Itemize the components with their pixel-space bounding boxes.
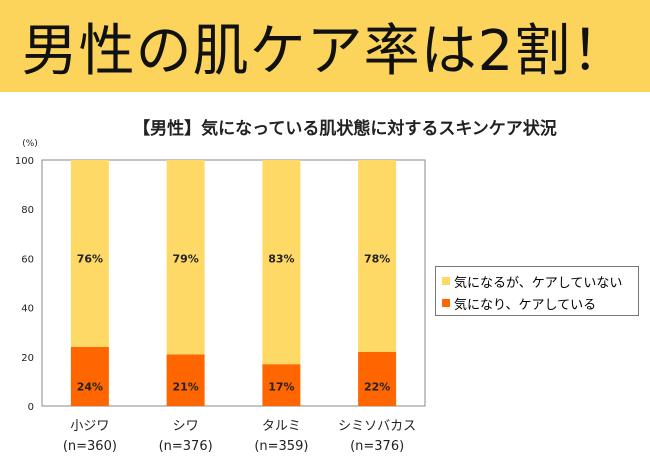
y-tick-label: 40 [21, 304, 34, 315]
legend-label: 気になり、ケアしている [454, 297, 597, 313]
y-tick-label: 60 [21, 254, 34, 265]
y-tick-label: 80 [21, 205, 34, 216]
y-tick-label: 0 [28, 402, 34, 413]
bar-segment [70, 346, 109, 406]
data-label: 83% [268, 252, 294, 265]
legend-label: 気になるが、ケアしていない [454, 275, 623, 291]
x-tick-sample-size: (n=376) [159, 439, 213, 454]
bar-segment [166, 354, 205, 406]
bar-segment [262, 364, 301, 406]
legend-swatch [442, 277, 450, 285]
legend-item: 気になるが、ケアしていない [442, 270, 632, 292]
bar-segment [70, 160, 109, 347]
y-tick-label: 20 [21, 353, 34, 364]
data-label: 24% [77, 380, 103, 393]
data-label: 17% [268, 380, 294, 393]
data-label: 22% [364, 380, 390, 393]
x-tick-sample-size: (n=359) [254, 439, 308, 454]
x-tick-label: シワ [173, 419, 199, 434]
x-tick-sample-size: (n=360) [63, 439, 117, 454]
y-axis-unit: (%) [22, 139, 38, 149]
x-tick-label: シミソバカス [338, 419, 416, 434]
chart-title: 【男性】気になっている肌状態に対するスキンケア状況 [133, 119, 557, 139]
bar-segment [358, 351, 397, 406]
bar-segment [358, 160, 397, 352]
data-label: 21% [172, 380, 198, 393]
headline-banner: 男性の肌ケア率は2割！ [0, 0, 650, 92]
legend-swatch [442, 299, 450, 307]
x-tick-sample-size: (n=376) [350, 439, 404, 454]
bar-segment [262, 160, 301, 365]
y-tick-label: 100 [15, 156, 34, 167]
data-label: 78% [364, 252, 390, 265]
legend-item: 気になり、ケアしている [442, 292, 632, 314]
data-label: 79% [172, 252, 198, 265]
x-tick-label: 小ジワ [70, 419, 109, 434]
legend: 気になるが、ケアしていない 気になり、ケアしている [435, 266, 639, 316]
x-tick-label: タルミ [262, 419, 301, 434]
bar-segment [166, 160, 205, 355]
data-label: 76% [77, 252, 103, 265]
